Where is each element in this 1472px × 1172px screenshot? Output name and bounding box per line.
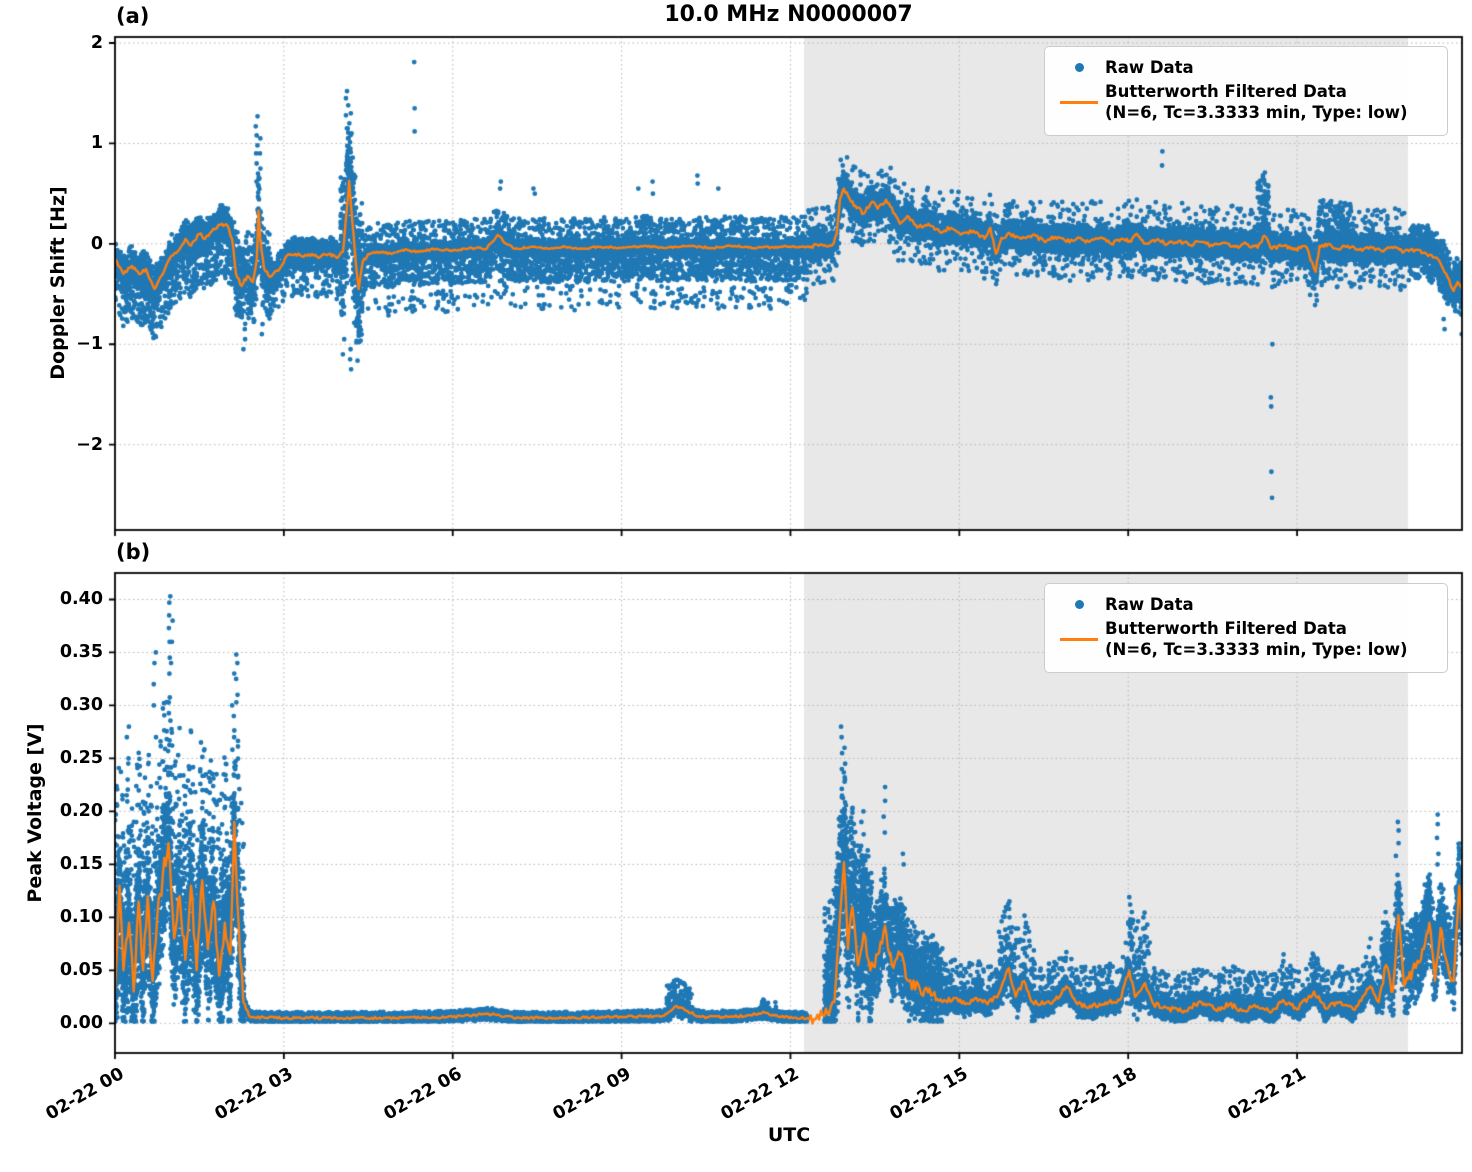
y-tick-label: 2 [90, 33, 103, 54]
legend-filtered-label-line1: Butterworth Filtered Data [1105, 619, 1347, 639]
legend-raw-label: Raw Data [1105, 58, 1194, 77]
raw-data-dot-icon [1074, 63, 1084, 73]
y-tick-label: −1 [76, 334, 103, 355]
legend-filtered-label-line2: (N=6, Tc=3.3333 min, Type: low) [1105, 640, 1408, 660]
y-tick-label: 0.35 [59, 642, 103, 663]
legend-panel-a: Raw Data Butterworth Filtered Data (N=6,… [1044, 46, 1448, 137]
y-tick-label: 0.30 [59, 695, 103, 716]
legend-raw-label: Raw Data [1105, 595, 1194, 614]
y-axis-label-doppler: Doppler Shift [Hz] [47, 186, 69, 380]
y-tick-label: 0.40 [59, 589, 103, 610]
legend-filtered-label-line2: (N=6, Tc=3.3333 min, Type: low) [1105, 103, 1408, 123]
legend-item-raw-data: Raw Data [1053, 594, 1437, 615]
legend-panel-b: Raw Data Butterworth Filtered Data (N=6,… [1044, 583, 1448, 674]
x-axis-label: UTC [767, 1124, 811, 1146]
legend-item-filtered-data: Butterworth Filtered Data (N=6, Tc=3.333… [1053, 81, 1437, 123]
legend-item-filtered-data: Butterworth Filtered Data (N=6, Tc=3.333… [1053, 618, 1437, 660]
panel-label-b: (b) [116, 540, 151, 564]
legend-filtered-label-line1: Butterworth Filtered Data [1105, 82, 1347, 102]
panel-label-a: (a) [116, 4, 150, 28]
figure-title: 10.0 MHz N0000007 [664, 2, 913, 27]
y-tick-label: 0 [90, 233, 103, 254]
y-tick-label: 0.00 [59, 1013, 103, 1034]
legend-item-raw-data: Raw Data [1053, 57, 1437, 78]
raw-data-dot-icon [1074, 600, 1084, 610]
filtered-data-line-icon [1060, 637, 1098, 641]
y-tick-label: −2 [76, 434, 103, 455]
y-tick-label: 0.10 [59, 907, 103, 928]
y-tick-label: 0.15 [59, 854, 103, 875]
y-tick-label: 0.25 [59, 748, 103, 769]
y-tick-label: 0.20 [59, 801, 103, 822]
filtered-data-line-icon [1060, 100, 1098, 104]
y-tick-label: 0.05 [59, 960, 103, 981]
y-tick-label: 1 [90, 133, 103, 154]
